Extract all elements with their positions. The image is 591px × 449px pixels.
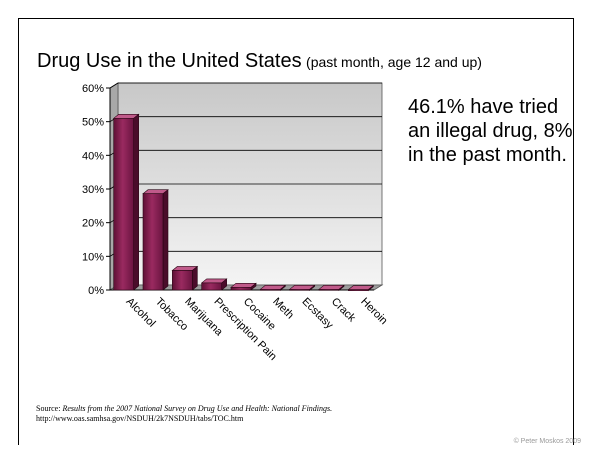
- source-citation: Source: Results from the 2007 National S…: [36, 404, 332, 424]
- bar: [260, 289, 281, 291]
- bar-side: [162, 189, 169, 291]
- gridline-side: [109, 82, 119, 89]
- chart-title-sub: (past month, age 12 and up): [306, 54, 482, 70]
- bar-side: [192, 265, 198, 291]
- y-tick-label: 60%: [82, 83, 104, 95]
- y-tick-label: 20%: [82, 218, 104, 230]
- copyright: © Peter Moskos 2009: [513, 438, 581, 445]
- source-prefix: Source:: [36, 404, 63, 413]
- x-tick-label: Ecstasy: [300, 296, 336, 332]
- y-tick-label: 10%: [82, 251, 104, 263]
- bar: [113, 118, 134, 291]
- bar: [201, 282, 222, 291]
- bar: [142, 193, 164, 291]
- y-tick-label: 30%: [82, 184, 104, 196]
- chart-title: Drug Use in the United States (past mont…: [37, 50, 482, 73]
- x-tick-label: Heroin: [358, 296, 389, 327]
- bar: [172, 270, 193, 291]
- bar: [318, 289, 340, 291]
- bar: [230, 287, 252, 291]
- bar: [289, 289, 310, 291]
- x-tick-label: Alcohol: [124, 296, 158, 330]
- chart-title-main: Drug Use in the United States: [37, 50, 302, 72]
- source-title: Results from the 2007 National Survey on…: [62, 404, 333, 413]
- y-tick-label: 40%: [82, 150, 104, 162]
- x-tick-label: Meth: [270, 296, 296, 322]
- stat-note: 46.1% have tried an illegal drug, 8% in …: [408, 96, 573, 166]
- slide-frame: [18, 18, 574, 445]
- bar-side: [133, 113, 139, 291]
- source-url: http://www.oas.samhsa.gov/NSDUH/2k7NSDUH…: [36, 414, 244, 423]
- bar: [348, 289, 369, 291]
- y-tick-label: 50%: [82, 117, 104, 129]
- y-tick-label: 0%: [88, 285, 104, 297]
